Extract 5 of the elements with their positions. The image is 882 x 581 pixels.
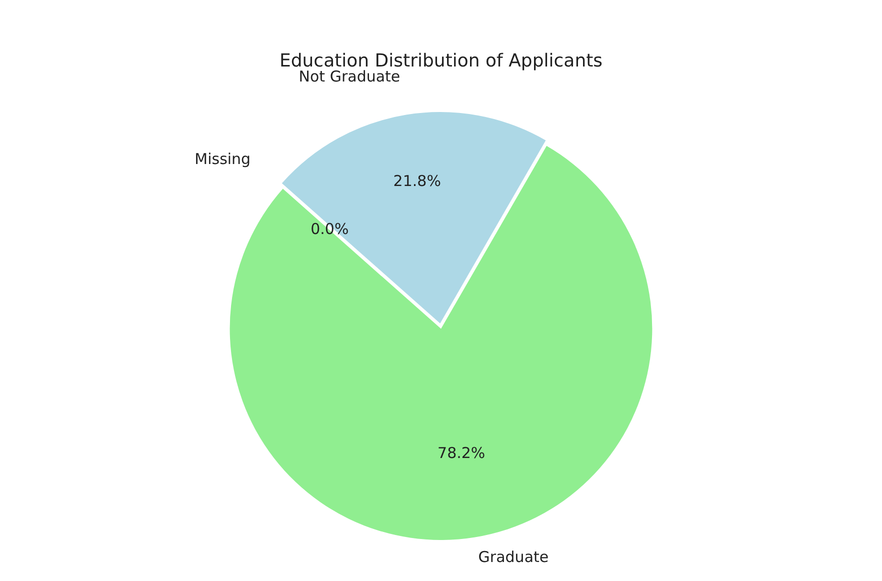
data-label: 78.2% <box>438 444 486 462</box>
data-label: 21.8% <box>393 172 441 190</box>
text: 0.0% <box>310 220 349 238</box>
category-label: Missing <box>194 150 251 168</box>
slice-label: Graduate <box>478 548 549 566</box>
